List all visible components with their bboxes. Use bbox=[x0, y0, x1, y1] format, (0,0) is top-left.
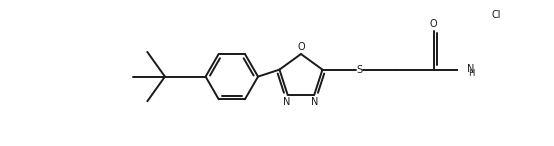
Text: Cl: Cl bbox=[492, 10, 501, 20]
Text: O: O bbox=[430, 19, 438, 28]
Text: H: H bbox=[468, 69, 474, 78]
Text: N: N bbox=[283, 97, 291, 107]
Text: O: O bbox=[297, 42, 305, 52]
Text: S: S bbox=[356, 65, 362, 75]
Text: N: N bbox=[311, 97, 319, 107]
Text: N: N bbox=[468, 64, 475, 74]
